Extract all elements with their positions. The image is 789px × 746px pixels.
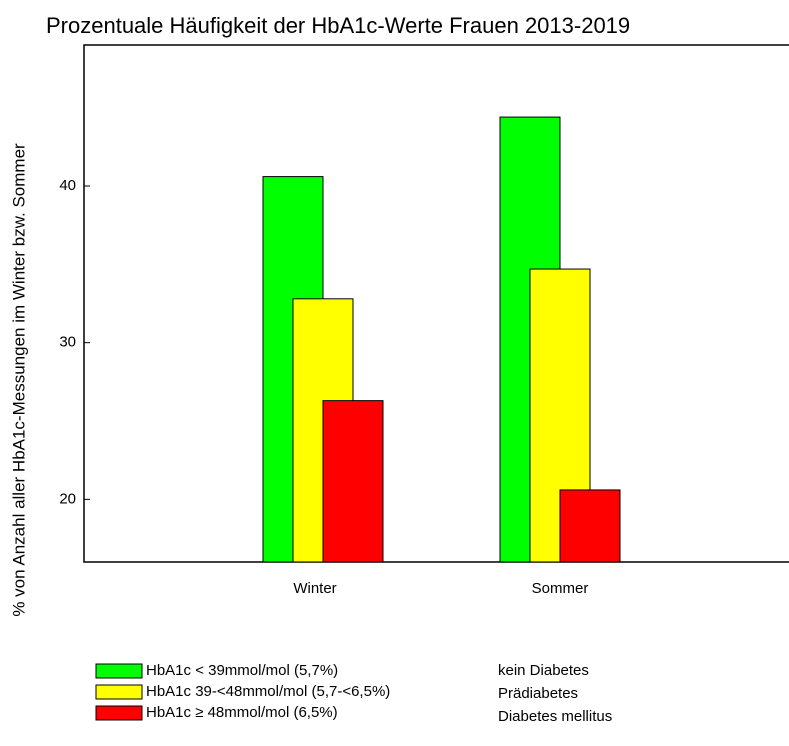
plot-frame: [83, 44, 789, 563]
bar: [559, 489, 621, 563]
legend-swatch: [95, 705, 143, 721]
legend-label: HbA1c 39-<48mmol/mol (5,7-<6,5%): [146, 683, 390, 700]
legend-swatch: [95, 663, 143, 679]
legend-note: kein Diabetes: [498, 662, 589, 679]
bar: [322, 400, 384, 563]
chart-title: Prozentuale Häufigkeit der HbA1c-Werte F…: [46, 13, 630, 38]
y-tick-label: 20: [59, 490, 76, 507]
legend-note: Diabetes mellitus: [498, 708, 612, 725]
y-tick-label: 40: [59, 177, 76, 194]
legend-swatch: [95, 684, 143, 700]
x-tick-label: Winter: [293, 580, 336, 597]
x-tick-label: Sommer: [532, 580, 589, 597]
legend-label: HbA1c ≥ 48mmol/mol (6,5%): [146, 704, 338, 721]
y-axis-label: % von Anzahl aller HbA1c-Messungen im Wi…: [9, 143, 28, 617]
legend-note: Prädiabetes: [498, 685, 578, 702]
y-tick-label: 30: [59, 334, 76, 351]
legend-label: HbA1c < 39mmol/mol (5,7%): [146, 662, 338, 679]
legend-box: [84, 660, 734, 722]
